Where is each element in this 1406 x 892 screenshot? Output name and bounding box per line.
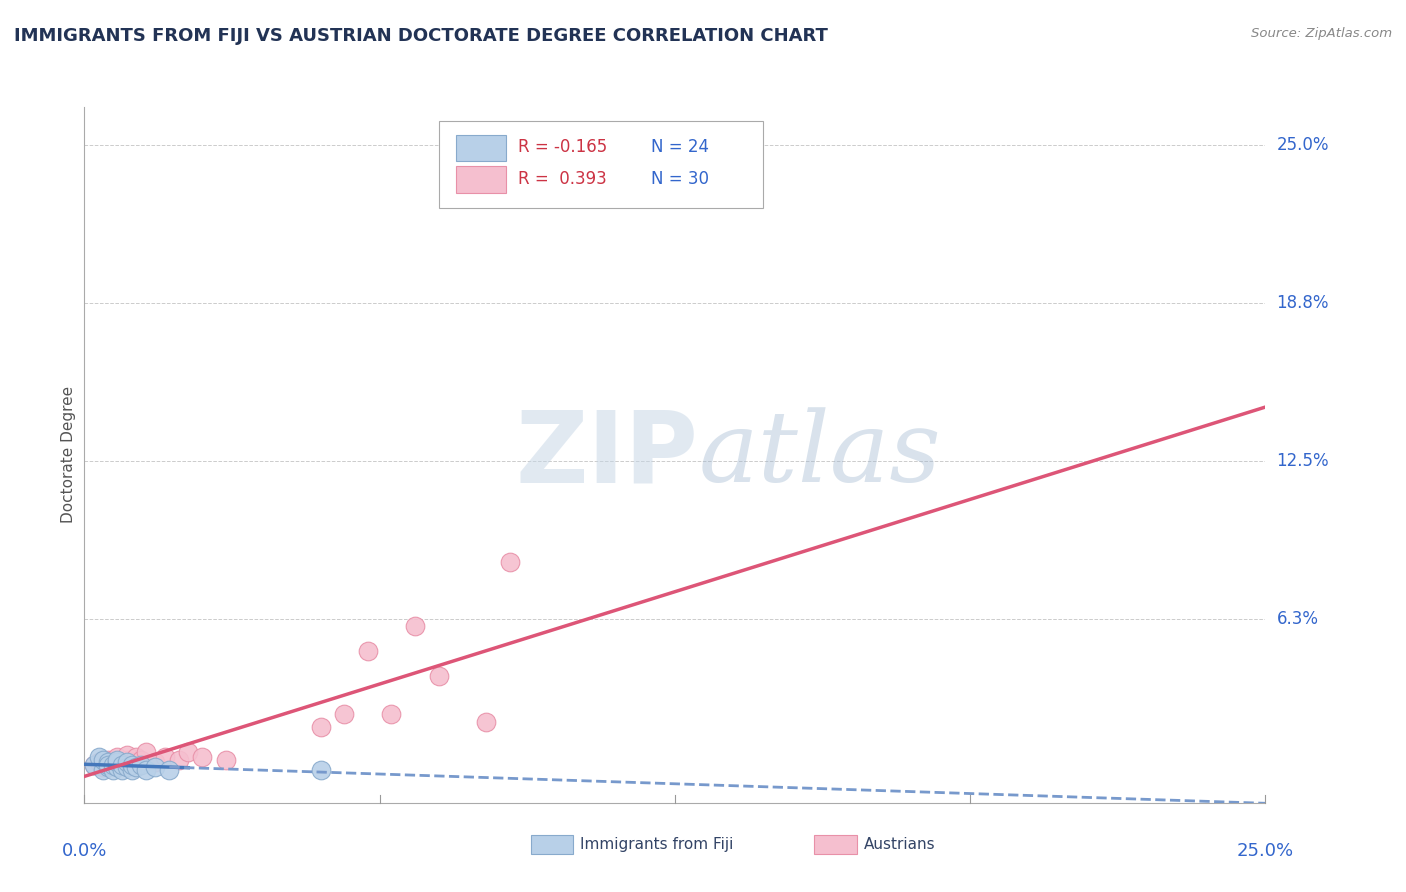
Point [167, 753, 190, 767]
Point [97, 757, 120, 772]
Point [129, 757, 152, 772]
Point [135, 763, 157, 777]
Point [101, 757, 124, 772]
Point [191, 750, 214, 764]
Point [121, 763, 143, 777]
Text: 0.0%: 0.0% [62, 842, 107, 860]
Text: 18.8%: 18.8% [1277, 294, 1329, 312]
FancyBboxPatch shape [457, 166, 506, 193]
Text: Austrians: Austrians [863, 837, 935, 852]
Point [333, 707, 356, 722]
Point [475, 714, 498, 729]
Point [215, 753, 238, 767]
Point [115, 760, 138, 774]
Text: 25.0%: 25.0% [1237, 842, 1294, 860]
Text: N = 24: N = 24 [651, 138, 709, 156]
Point [125, 750, 148, 764]
Point [107, 760, 129, 774]
Point [380, 707, 402, 722]
Point [129, 753, 152, 767]
Text: ZIP: ZIP [516, 407, 699, 503]
Text: 25.0%: 25.0% [1277, 136, 1329, 154]
Point [143, 756, 166, 770]
FancyBboxPatch shape [531, 835, 574, 855]
Point [115, 756, 138, 770]
Text: N = 30: N = 30 [651, 169, 709, 187]
FancyBboxPatch shape [457, 135, 506, 161]
Point [107, 750, 129, 764]
Point [121, 756, 143, 770]
Point [107, 753, 129, 767]
Point [91, 760, 114, 774]
Point [97, 753, 120, 767]
Text: atlas: atlas [699, 408, 941, 502]
Point [309, 720, 332, 734]
Point [97, 756, 120, 770]
Point [97, 757, 120, 772]
Point [107, 756, 129, 770]
Point [309, 763, 332, 777]
Point [404, 618, 426, 632]
Point [115, 753, 138, 767]
Point [83, 757, 105, 772]
Point [101, 753, 124, 767]
Point [177, 745, 200, 759]
Point [135, 745, 157, 759]
Point [87, 750, 110, 764]
Point [101, 763, 124, 777]
Text: R = -0.165: R = -0.165 [517, 138, 607, 156]
Text: 6.3%: 6.3% [1277, 610, 1319, 628]
Point [143, 760, 166, 774]
Point [115, 747, 138, 762]
Text: IMMIGRANTS FROM FIJI VS AUSTRIAN DOCTORATE DEGREE CORRELATION CHART: IMMIGRANTS FROM FIJI VS AUSTRIAN DOCTORA… [14, 27, 828, 45]
Point [121, 757, 143, 772]
Point [125, 760, 148, 774]
Point [91, 763, 114, 777]
Point [153, 750, 176, 764]
Text: Immigrants from Fiji: Immigrants from Fiji [581, 837, 734, 852]
FancyBboxPatch shape [439, 121, 763, 208]
Point [111, 757, 134, 772]
Y-axis label: Doctorate Degree: Doctorate Degree [60, 386, 76, 524]
Point [111, 763, 134, 777]
Point [91, 753, 114, 767]
Point [101, 757, 124, 772]
Point [83, 757, 105, 772]
Point [357, 644, 380, 658]
Text: 12.5%: 12.5% [1277, 452, 1329, 470]
Text: Source: ZipAtlas.com: Source: ZipAtlas.com [1251, 27, 1392, 40]
Point [427, 669, 450, 683]
Point [107, 756, 129, 770]
Point [157, 763, 180, 777]
FancyBboxPatch shape [814, 835, 856, 855]
Point [87, 756, 110, 770]
Point [97, 760, 120, 774]
Text: R =  0.393: R = 0.393 [517, 169, 606, 187]
Point [498, 556, 520, 570]
Point [111, 757, 134, 772]
